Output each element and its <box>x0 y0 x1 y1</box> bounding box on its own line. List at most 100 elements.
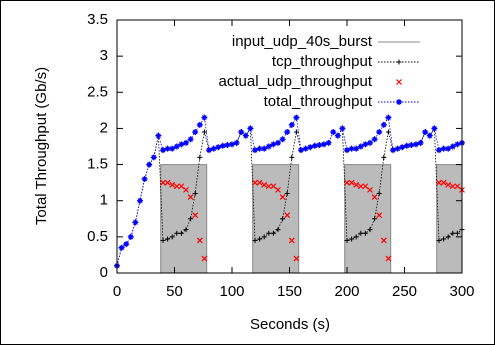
point <box>381 154 387 160</box>
point <box>178 141 185 148</box>
point <box>224 142 231 149</box>
point <box>275 139 281 146</box>
point <box>229 141 235 148</box>
point <box>334 132 341 139</box>
point <box>164 145 171 152</box>
point <box>270 183 277 190</box>
point <box>279 194 286 201</box>
point <box>270 230 276 236</box>
point <box>280 216 286 222</box>
point <box>367 186 373 193</box>
point <box>192 212 199 219</box>
point <box>293 114 300 121</box>
point <box>284 129 291 136</box>
point <box>219 142 226 149</box>
point <box>206 147 212 154</box>
point <box>394 145 401 152</box>
point <box>284 212 291 219</box>
point <box>183 227 189 233</box>
point <box>431 125 438 132</box>
point <box>252 237 258 243</box>
point <box>417 139 424 146</box>
point <box>372 216 378 222</box>
point <box>436 147 442 154</box>
point <box>174 230 180 236</box>
point <box>440 179 447 186</box>
point <box>311 142 318 149</box>
plot-area <box>114 114 465 274</box>
point <box>436 237 442 243</box>
point <box>137 197 143 204</box>
legend-label: actual_udp_throughput <box>219 73 373 90</box>
point <box>302 145 309 152</box>
point <box>183 186 189 193</box>
legend-label: input_udp_40s_burst <box>232 33 373 50</box>
point <box>454 141 461 148</box>
point <box>353 234 359 240</box>
point <box>192 190 198 196</box>
point <box>257 236 263 242</box>
point <box>349 236 355 242</box>
point <box>265 183 272 190</box>
point <box>362 141 369 148</box>
point <box>454 183 461 190</box>
series-line <box>116 127 463 266</box>
point <box>380 237 387 244</box>
point <box>160 147 166 154</box>
point <box>408 142 415 149</box>
point <box>275 227 281 233</box>
point <box>449 143 456 150</box>
point <box>403 142 410 149</box>
point <box>450 230 456 236</box>
point <box>284 190 290 196</box>
burst-area <box>117 164 462 273</box>
point <box>197 154 203 160</box>
point <box>339 125 346 132</box>
point <box>173 143 180 150</box>
y-tick-label: 2 <box>100 119 108 136</box>
point <box>132 219 139 226</box>
point <box>353 145 360 152</box>
point <box>367 227 373 233</box>
point <box>362 230 368 236</box>
point <box>169 145 176 152</box>
point <box>247 125 254 132</box>
point <box>454 230 460 236</box>
legend-marker <box>396 79 402 85</box>
point <box>441 236 447 242</box>
x-tick-label: 200 <box>334 283 359 300</box>
y-tick-label: 0 <box>100 264 108 281</box>
point <box>422 129 429 136</box>
point <box>261 234 267 240</box>
point <box>187 136 194 143</box>
point <box>385 255 392 262</box>
point <box>413 141 419 148</box>
legend-label: total_throughput <box>264 93 373 110</box>
point <box>399 144 406 151</box>
series-line <box>116 116 463 266</box>
point <box>261 145 268 152</box>
point <box>385 114 392 121</box>
x-tick-label: 50 <box>166 283 183 300</box>
point <box>380 121 387 128</box>
point <box>256 179 263 186</box>
point <box>155 132 162 139</box>
point <box>196 237 203 244</box>
point <box>344 147 350 154</box>
point <box>169 234 175 240</box>
point <box>169 181 176 188</box>
point <box>188 216 194 222</box>
point <box>358 230 364 236</box>
point <box>288 237 295 244</box>
x-tick-label: 250 <box>392 283 417 300</box>
point <box>436 179 442 186</box>
point <box>288 121 295 128</box>
point <box>164 179 171 186</box>
y-tick-label: 0.5 <box>87 228 108 245</box>
point <box>445 234 451 240</box>
point <box>293 255 300 262</box>
point <box>123 241 130 248</box>
x-tick-label: 300 <box>449 283 474 300</box>
